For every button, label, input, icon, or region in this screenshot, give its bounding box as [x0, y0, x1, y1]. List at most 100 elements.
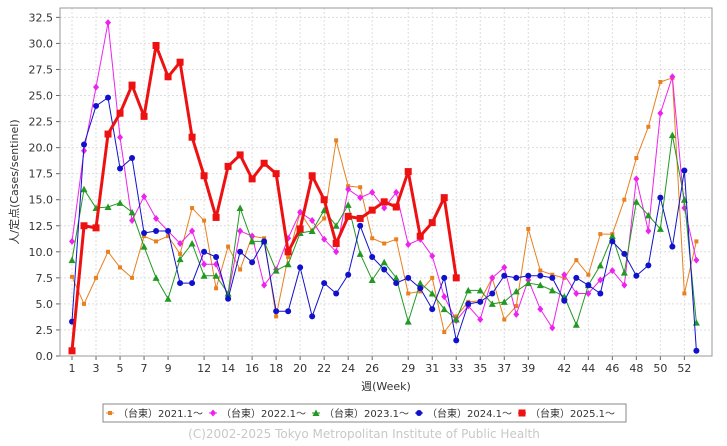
marker: [153, 214, 160, 222]
marker: [188, 133, 196, 141]
marker: [622, 197, 627, 202]
y-tick-label: 25.0: [29, 90, 54, 103]
marker: [200, 172, 208, 180]
marker: [224, 289, 232, 297]
marker: [428, 289, 436, 297]
marker: [561, 271, 568, 279]
marker: [332, 239, 340, 247]
marker: [69, 237, 76, 245]
x-axis-label: 週(Week): [361, 380, 411, 393]
marker: [549, 274, 556, 281]
legend-marker: [518, 409, 526, 417]
marker: [165, 227, 172, 234]
marker: [93, 102, 100, 109]
marker: [452, 316, 460, 323]
marker: [118, 265, 123, 270]
plot-area: [59, 7, 713, 357]
marker: [202, 218, 207, 223]
marker: [140, 243, 148, 250]
marker: [645, 262, 652, 269]
marker: [141, 230, 148, 237]
marker: [164, 73, 172, 81]
marker: [357, 222, 364, 229]
marker: [681, 167, 688, 174]
marker: [573, 274, 580, 281]
marker: [609, 267, 616, 275]
marker: [261, 281, 268, 289]
marker: [526, 226, 531, 231]
marker: [597, 290, 604, 297]
marker: [429, 306, 436, 313]
marker: [321, 235, 328, 243]
y-axis-label: 人/定点(Cases/sentinel): [7, 119, 21, 244]
marker: [525, 272, 532, 279]
marker: [189, 280, 196, 287]
marker: [152, 274, 160, 281]
marker: [477, 316, 484, 324]
marker: [320, 196, 328, 204]
marker: [585, 282, 592, 289]
marker: [657, 109, 664, 117]
marker: [81, 141, 88, 148]
x-tick-label: 52: [677, 362, 691, 375]
marker: [176, 255, 184, 263]
marker: [392, 274, 400, 281]
marker: [213, 254, 220, 261]
x-tick-label: 18: [269, 362, 283, 375]
marker: [464, 286, 472, 294]
marker: [284, 260, 292, 268]
marker: [669, 243, 676, 250]
marker: [285, 308, 292, 315]
marker: [476, 286, 484, 294]
marker: [116, 109, 124, 117]
marker: [333, 248, 340, 256]
marker: [248, 237, 256, 245]
x-tick-label: 44: [581, 362, 595, 375]
marker: [465, 300, 472, 307]
x-tick-label: 48: [629, 362, 643, 375]
legend-label: （台東）2023.1～: [324, 407, 409, 420]
marker: [369, 254, 376, 261]
marker: [573, 289, 580, 297]
marker: [188, 239, 196, 247]
y-tick-label: 2.5: [36, 324, 54, 337]
marker: [430, 275, 435, 280]
marker: [104, 203, 112, 211]
marker: [561, 297, 568, 304]
marker: [272, 170, 280, 178]
legend-marker: [210, 409, 216, 417]
marker: [537, 272, 544, 279]
marker: [418, 289, 423, 294]
x-tick-label: 24: [341, 362, 355, 375]
y-tick-label: 15.0: [29, 194, 54, 207]
marker: [238, 267, 243, 272]
y-tick-label: 17.5: [29, 168, 54, 181]
marker: [308, 172, 316, 180]
marker: [452, 274, 460, 282]
x-tick-label: 35: [473, 362, 487, 375]
marker: [370, 236, 375, 241]
marker: [634, 156, 639, 161]
legend-label: （台東）2022.1～: [221, 407, 306, 420]
x-tick-label: 12: [197, 362, 211, 375]
marker: [68, 256, 76, 264]
marker: [417, 285, 424, 292]
legend-marker: [312, 409, 320, 416]
marker: [405, 241, 412, 249]
marker: [357, 194, 364, 202]
marker: [524, 279, 532, 287]
marker: [393, 280, 400, 287]
y-tick-label: 0.0: [36, 350, 54, 363]
marker: [226, 244, 231, 249]
marker: [693, 347, 700, 354]
marker: [549, 324, 556, 332]
marker: [248, 175, 256, 183]
marker: [189, 227, 196, 235]
marker: [334, 138, 339, 143]
y-tick-label: 22.5: [29, 116, 54, 129]
marker: [322, 216, 327, 221]
marker: [633, 272, 640, 279]
marker: [597, 276, 604, 284]
marker: [106, 249, 111, 254]
